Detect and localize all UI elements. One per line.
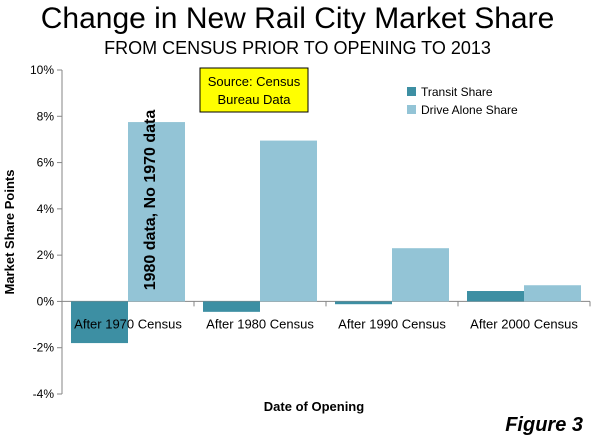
- source-box-background: [199, 67, 309, 113]
- legend-swatch: [407, 105, 416, 114]
- y-tick-label: 0%: [37, 294, 55, 308]
- chart-title: Change in New Rail City Market Share: [40, 2, 555, 35]
- figure-label: Figure 3: [505, 414, 583, 436]
- y-axis-label: Market Share Points: [2, 170, 17, 295]
- bar-drive-alone-share: [392, 248, 449, 302]
- bar-drive-alone-share: [128, 122, 185, 302]
- legend-swatch: [407, 87, 416, 96]
- source-annotation: Source: Census Bureau Data: [199, 67, 309, 113]
- bar-note-annotation: 1980 data, No 1970 data: [142, 110, 159, 291]
- y-tick-label: -4%: [33, 387, 55, 401]
- category-labels: After 1970 Census After 1980 Census After …: [74, 316, 578, 331]
- y-tick-label: 8%: [37, 109, 55, 123]
- chart-subtitle: FROM CENSUS PRIOR TO OPENING TO 2013: [104, 38, 491, 58]
- source-line-2: Bureau Data: [218, 92, 292, 107]
- x-category-label: After 1970 Census: [74, 316, 182, 331]
- source-line-1: Source: Census: [208, 74, 301, 89]
- axes: -4% -2% 0% 2% 4% 6% 8% 10%: [30, 63, 591, 401]
- bar-transit-share: [467, 291, 524, 302]
- bar-transit-share: [203, 301, 260, 312]
- legend-label: Transit Share: [421, 85, 493, 99]
- bar-drive-alone-share: [524, 285, 581, 302]
- bar-drive-alone-share: [260, 140, 317, 302]
- y-tick-label: 6%: [37, 156, 55, 170]
- bar-transit-share: [335, 301, 392, 305]
- y-tick-label: 10%: [30, 63, 54, 77]
- y-tick-label: -2%: [33, 341, 55, 355]
- x-category-label: After 2000 Census: [470, 316, 578, 331]
- legend-label: Drive Alone Share: [421, 103, 518, 117]
- bar-transit-share: [71, 301, 128, 344]
- legend: Transit Share Drive Alone Share: [407, 85, 518, 117]
- x-category-label: After 1990 Census: [338, 316, 446, 331]
- y-tick-label: 4%: [37, 202, 55, 216]
- x-axis-label: Date of Opening: [264, 399, 364, 414]
- x-category-label: After 1980 Census: [206, 316, 314, 331]
- y-tick-label: 2%: [37, 248, 55, 262]
- bars: [71, 122, 581, 344]
